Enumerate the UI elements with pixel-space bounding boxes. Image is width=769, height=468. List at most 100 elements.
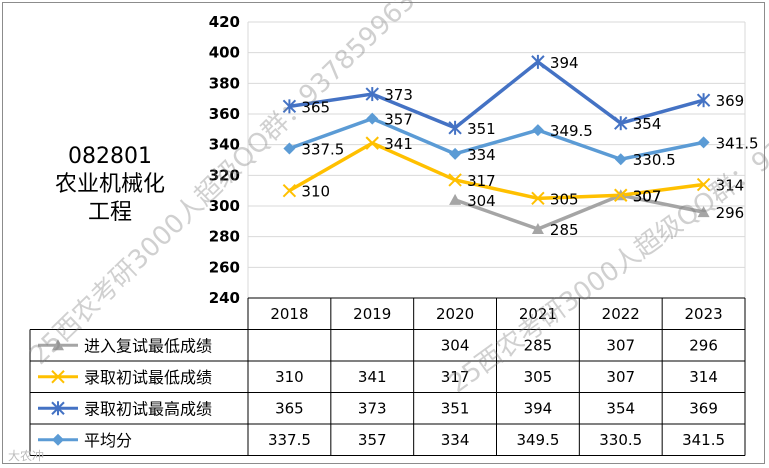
y-tick-label-260: 260 (209, 258, 240, 276)
data-point-2-1 (365, 87, 379, 102)
table-cell-2-4: 354 (606, 399, 635, 417)
data-point-1-3 (531, 191, 545, 206)
data-point-0-2 (449, 193, 462, 205)
legend-entry-3: 平均分 (84, 431, 132, 450)
chart-side-title: 082801 农业机械化 工程 (40, 143, 180, 227)
data-point-3-1 (366, 112, 379, 125)
data-label-2-0: 365 (301, 98, 330, 116)
table-cell-3-0: 337.5 (268, 431, 311, 449)
table-cell-3-3: 349.5 (516, 431, 559, 449)
data-label-2-3: 394 (550, 54, 579, 72)
table-cell-0-3: 285 (524, 336, 553, 354)
data-label-0-5: 296 (716, 204, 745, 222)
table-cell-1-0: 310 (275, 368, 304, 386)
major-name-line2: 工程 (87, 200, 132, 225)
table-cell-0-5: 296 (689, 336, 718, 354)
table-cell-0-4: 307 (606, 336, 635, 354)
series-line-3 (288, 116, 704, 161)
data-label-0-2: 304 (467, 192, 496, 210)
data-label-3-3: 349.5 (550, 122, 593, 140)
data-point-1-2 (448, 173, 462, 187)
table-cell-1-4: 307 (606, 368, 635, 386)
data-label-3-4: 330.5 (633, 151, 676, 169)
data-point-2-2 (448, 120, 462, 135)
y-tick-label-360: 360 (209, 105, 240, 123)
x-category-2023: 2023 (684, 305, 722, 323)
data-point-0-3 (531, 223, 544, 234)
y-tick-label-320: 320 (209, 166, 240, 184)
data-point-2-4 (614, 116, 628, 131)
data-point-3-3 (531, 124, 544, 137)
legend-key-marker-0 (52, 339, 64, 351)
data-label-1-4: 307 (633, 187, 662, 205)
y-tick-label-420: 420 (209, 13, 240, 31)
table-cell-0-2: 304 (441, 336, 470, 354)
table-cell-2-0: 365 (275, 399, 304, 417)
data-label-1-5: 314 (716, 177, 745, 195)
corner-logo: 大农冲 (8, 449, 45, 463)
major-code: 082801 (68, 144, 152, 169)
series-line-0 (454, 193, 704, 231)
data-point-2-0 (282, 99, 297, 114)
data-label-1-0: 310 (301, 183, 330, 201)
data-label-1-1: 341 (384, 135, 413, 153)
data-label-3-2: 334 (467, 146, 496, 164)
table-cell-1-3: 305 (524, 368, 553, 386)
data-point-3-2 (449, 147, 462, 160)
y-tick-label-280: 280 (209, 228, 240, 246)
x-category-2021: 2021 (519, 305, 557, 323)
chart-frame (2, 2, 765, 464)
table-cell-3-1: 357 (358, 431, 387, 449)
data-label-2-5: 369 (716, 92, 745, 110)
data-label-3-1: 357 (384, 111, 413, 129)
x-category-2022: 2022 (602, 305, 640, 323)
data-label-0-4: 307 (633, 187, 662, 205)
data-point-1-4 (614, 188, 628, 202)
table-cell-1-2: 317 (441, 368, 470, 386)
data-point-2-3 (531, 54, 545, 69)
data-label-2-4: 354 (633, 115, 662, 133)
data-label-2-2: 351 (467, 120, 496, 138)
data-point-1-5 (696, 177, 711, 192)
legend-entry-0: 进入复试最低成绩 (84, 336, 212, 355)
table-cell-2-3: 394 (524, 399, 553, 417)
table-cell-3-2: 334 (441, 431, 470, 449)
legend-entry-2: 录取初试最高成绩 (84, 399, 212, 418)
data-label-3-0: 337.5 (301, 141, 344, 159)
table-cell-2-2: 351 (441, 399, 470, 417)
legend-key-marker-1 (51, 370, 65, 384)
series-line-1 (288, 141, 704, 201)
x-category-2020: 2020 (436, 305, 474, 323)
data-label-1-3: 305 (550, 190, 579, 208)
data-label-3-5: 341.5 (716, 134, 759, 152)
table-cell-3-5: 341.5 (682, 431, 725, 449)
data-label-2-1: 373 (384, 86, 413, 104)
data-point-3-4 (614, 153, 627, 166)
data-point-1-0 (282, 183, 297, 198)
data-point-1-1 (365, 136, 379, 150)
x-category-2019: 2019 (353, 305, 391, 323)
data-label-1-2: 317 (467, 172, 496, 190)
table-cell-2-5: 369 (689, 399, 718, 417)
data-point-0-5 (697, 206, 710, 218)
legend-key-marker-2 (51, 401, 65, 416)
y-tick-label-400: 400 (209, 44, 240, 62)
y-tick-label-340: 340 (209, 136, 240, 154)
legend-key-marker-3 (52, 433, 64, 446)
series-line-2 (289, 60, 705, 130)
table-cell-1-1: 341 (358, 368, 387, 386)
legend-entry-1: 录取初试最低成绩 (84, 368, 212, 387)
table-cell-2-1: 373 (358, 399, 387, 417)
data-point-3-5 (697, 136, 710, 149)
y-tick-label-240: 240 (209, 289, 240, 307)
table-cell-1-5: 314 (689, 368, 718, 386)
major-name-line1: 农业机械化 (54, 172, 165, 197)
y-tick-label-380: 380 (209, 74, 240, 92)
y-tick-label-300: 300 (209, 197, 240, 215)
table-cell-3-4: 330.5 (599, 431, 642, 449)
data-point-2-5 (696, 93, 711, 108)
data-point-3-0 (283, 142, 296, 155)
x-category-2018: 2018 (270, 305, 308, 323)
data-label-0-3: 285 (550, 221, 579, 239)
